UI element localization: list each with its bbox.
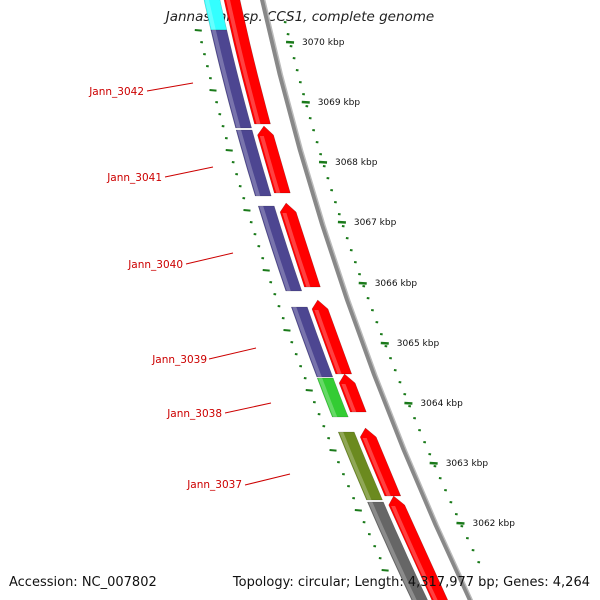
kbp-label: 3069 kbp <box>318 98 361 108</box>
forward-gene-arrow-shine-1 <box>226 0 261 124</box>
forward-gene-arrow-3 <box>279 202 321 288</box>
inner-major-tick <box>283 329 291 332</box>
gene-block-jann-3041-shine <box>237 130 261 196</box>
kbp-major-tick <box>285 40 295 44</box>
gene-label-leader <box>185 252 234 265</box>
gene-label-jann-3040[interactable]: Jann_3040 <box>127 259 183 271</box>
forward-gene-arrow-2 <box>257 125 291 194</box>
kbp-label: 3067 kbp <box>354 218 397 228</box>
forward-gene-arrow-shine-5 <box>341 384 357 412</box>
gene-block-jann-3042 <box>210 29 252 129</box>
kbp-major-tick <box>456 521 465 525</box>
kbp-major-tick <box>380 341 389 345</box>
gene-block-jann-3042-shine <box>211 30 241 128</box>
inner-tick-track <box>194 29 389 572</box>
forward-gene-arrow-shine-7 <box>391 506 438 600</box>
gene-label-leader <box>224 402 272 414</box>
gene-label-leader <box>146 82 194 92</box>
backbone-bar <box>260 0 473 600</box>
kbp-label: 3066 kbp <box>375 279 418 289</box>
gene-label-jann-3039[interactable]: Jann_3039 <box>151 354 207 366</box>
kbp-major-tick <box>337 220 346 224</box>
gene-block-jann-3041 <box>235 129 272 197</box>
kbp-major-tick <box>358 281 367 285</box>
forward-gene-arrow-4 <box>311 299 353 375</box>
kbp-scale-track <box>283 21 481 564</box>
kbp-label: 3065 kbp <box>397 339 440 349</box>
forward-gene-arrow-6 <box>359 427 402 497</box>
gene-label-jann-3037[interactable]: Jann_3037 <box>186 479 242 491</box>
inner-major-tick <box>329 449 337 452</box>
gene-block-jann-3038 <box>316 377 349 418</box>
gene-label-leader <box>164 166 214 178</box>
gene-block-grey-shine <box>368 502 417 600</box>
gene-block-jann-3039-shine <box>292 307 322 377</box>
gene-block-jann-3037-shine <box>339 432 372 500</box>
genome-summary-text: Topology: circular; Length: 4,317,977 bp… <box>232 575 590 590</box>
forward-gene-arrow-shine-4 <box>314 310 342 374</box>
forward-gene-arrow-shine-2 <box>259 136 281 193</box>
accession-text: Accession: NC_007802 <box>9 575 157 590</box>
kbp-label: 3062 kbp <box>473 519 516 529</box>
gene-block-jann-3040-shine <box>259 206 291 291</box>
kbp-major-tick <box>429 461 438 465</box>
gene-block-jann-3037 <box>337 431 383 501</box>
gene-block-cyan-shine <box>205 0 216 30</box>
forward-strand-lane <box>223 0 449 600</box>
gene-label-leader <box>244 473 291 486</box>
gene-block-jann-3039 <box>290 306 334 378</box>
gene-labels: Jann_3042 Jann_3041 Jann_3040 Jann_3039 Jann… <box>88 82 291 491</box>
kbp-major-tick <box>301 100 310 104</box>
kbp-label: 3064 kbp <box>420 399 463 409</box>
reverse-strand-lane <box>203 0 428 600</box>
gene-label-jann-3042[interactable]: Jann_3042 <box>88 86 144 98</box>
kbp-labels: 3070 kbp 3069 kbp 3068 kbp 3067 kbp 3066 kbp… <box>302 38 515 529</box>
kbp-label: 3070 kbp <box>302 38 345 48</box>
backbone-highlight <box>264 0 474 600</box>
inner-major-tick <box>243 209 251 212</box>
kbp-major-tick <box>318 160 328 164</box>
inner-major-tick <box>194 29 202 32</box>
kbp-major-tick <box>404 401 413 405</box>
gene-block-jann-3038-shine <box>318 378 338 417</box>
forward-gene-arrow-5 <box>338 373 367 413</box>
inner-major-tick <box>262 269 270 272</box>
gene-block-jann-3040 <box>257 205 303 292</box>
inner-major-tick <box>354 509 362 512</box>
inner-major-tick <box>381 569 389 572</box>
kbp-label: 3068 kbp <box>335 158 378 168</box>
genome-backbone <box>260 0 474 600</box>
inner-major-tick <box>225 149 233 152</box>
gene-label-jann-3038[interactable]: Jann_3038 <box>166 408 222 420</box>
gene-label-leader <box>208 347 257 360</box>
gene-label-jann-3041[interactable]: Jann_3041 <box>106 172 162 184</box>
forward-gene-arrow-shine-6 <box>362 438 391 496</box>
gene-block-grey <box>367 501 428 600</box>
forward-gene-arrow-shine-3 <box>282 213 311 287</box>
inner-major-tick <box>209 89 217 92</box>
inner-major-tick <box>305 389 313 392</box>
kbp-label: 3063 kbp <box>446 459 489 469</box>
forward-gene-arrow-1 <box>223 0 271 125</box>
forward-gene-arrow-7 <box>388 495 449 600</box>
